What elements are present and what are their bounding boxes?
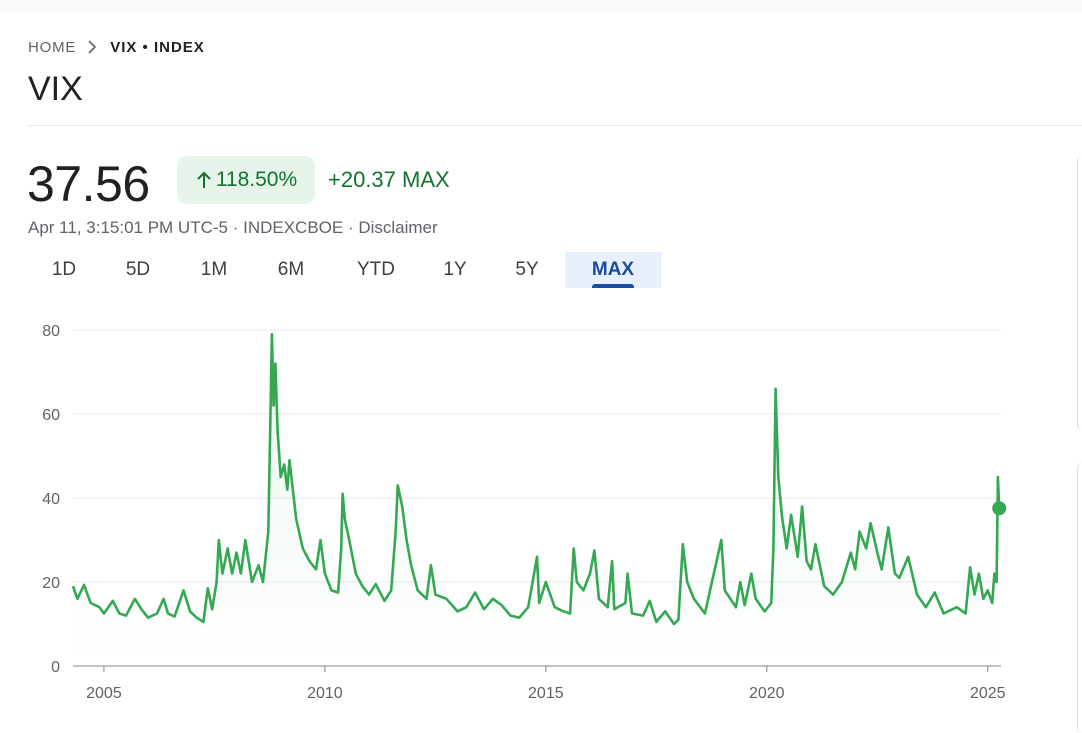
breadcrumb-current: VIX • INDEX bbox=[110, 38, 205, 56]
x-tick-label: 2020 bbox=[749, 685, 785, 702]
y-tick-label: 0 bbox=[51, 659, 60, 676]
quote-meta: Apr 11, 3:15:01 PM UTC-5 · INDEXCBOE · D… bbox=[28, 218, 438, 237]
tab-1d[interactable]: 1D bbox=[28, 252, 100, 288]
change-absolute: +20.37 MAX bbox=[328, 167, 450, 192]
header-divider bbox=[28, 125, 1082, 126]
x-tick-label: 2015 bbox=[528, 685, 564, 702]
page-title: VIX bbox=[28, 70, 83, 108]
tab-label: 5D bbox=[125, 259, 151, 280]
x-axis: 2005 2010 2015 2020 2025 bbox=[86, 666, 1006, 702]
y-tick-label: 80 bbox=[42, 323, 60, 340]
arrow-up-icon bbox=[197, 171, 211, 188]
tab-max[interactable]: MAX bbox=[565, 252, 661, 288]
breadcrumb: HOME VIX • INDEX bbox=[28, 38, 205, 56]
tab-5d[interactable]: 5D bbox=[100, 252, 176, 288]
current-price: 37.56 bbox=[27, 156, 150, 212]
change-percent-badge: 118.50% bbox=[177, 156, 315, 204]
tab-label: 1Y bbox=[443, 259, 467, 280]
top-bar bbox=[0, 0, 1082, 12]
x-tick-label: 2025 bbox=[970, 685, 1006, 702]
price-line bbox=[71, 332, 1001, 626]
tab-label: YTD bbox=[357, 259, 395, 280]
x-tick-label: 2010 bbox=[307, 685, 343, 702]
tab-label: 1D bbox=[51, 259, 77, 280]
price-area bbox=[73, 334, 1000, 666]
tab-5y[interactable]: 5Y bbox=[488, 252, 566, 288]
price-chart[interactable]: 0 20 40 60 80 2005 2010 2015 2020 2025 bbox=[0, 300, 1082, 710]
y-tick-label: 40 bbox=[42, 491, 60, 508]
tab-label: 6M bbox=[277, 259, 305, 280]
y-axis: 0 20 40 60 80 bbox=[42, 323, 60, 676]
tab-label: MAX bbox=[591, 259, 635, 280]
side-panel-edge bbox=[1077, 462, 1082, 733]
tab-label: 5Y bbox=[515, 259, 539, 280]
breadcrumb-home[interactable]: HOME bbox=[28, 38, 77, 56]
tab-6m[interactable]: 6M bbox=[252, 252, 330, 288]
current-price-marker bbox=[992, 501, 1007, 516]
tab-1y[interactable]: 1Y bbox=[422, 252, 488, 288]
x-tick-label: 2005 bbox=[86, 685, 122, 702]
active-tab-indicator bbox=[592, 284, 634, 288]
tab-label: 1M bbox=[200, 259, 228, 280]
side-panel-edge bbox=[1077, 155, 1082, 430]
y-tick-label: 20 bbox=[42, 575, 60, 592]
chevron-right-icon bbox=[88, 40, 97, 54]
tab-1m[interactable]: 1M bbox=[176, 252, 252, 288]
tab-ytd[interactable]: YTD bbox=[330, 252, 422, 288]
y-tick-label: 60 bbox=[42, 407, 60, 424]
change-percent-value: 118.50% bbox=[215, 168, 298, 191]
